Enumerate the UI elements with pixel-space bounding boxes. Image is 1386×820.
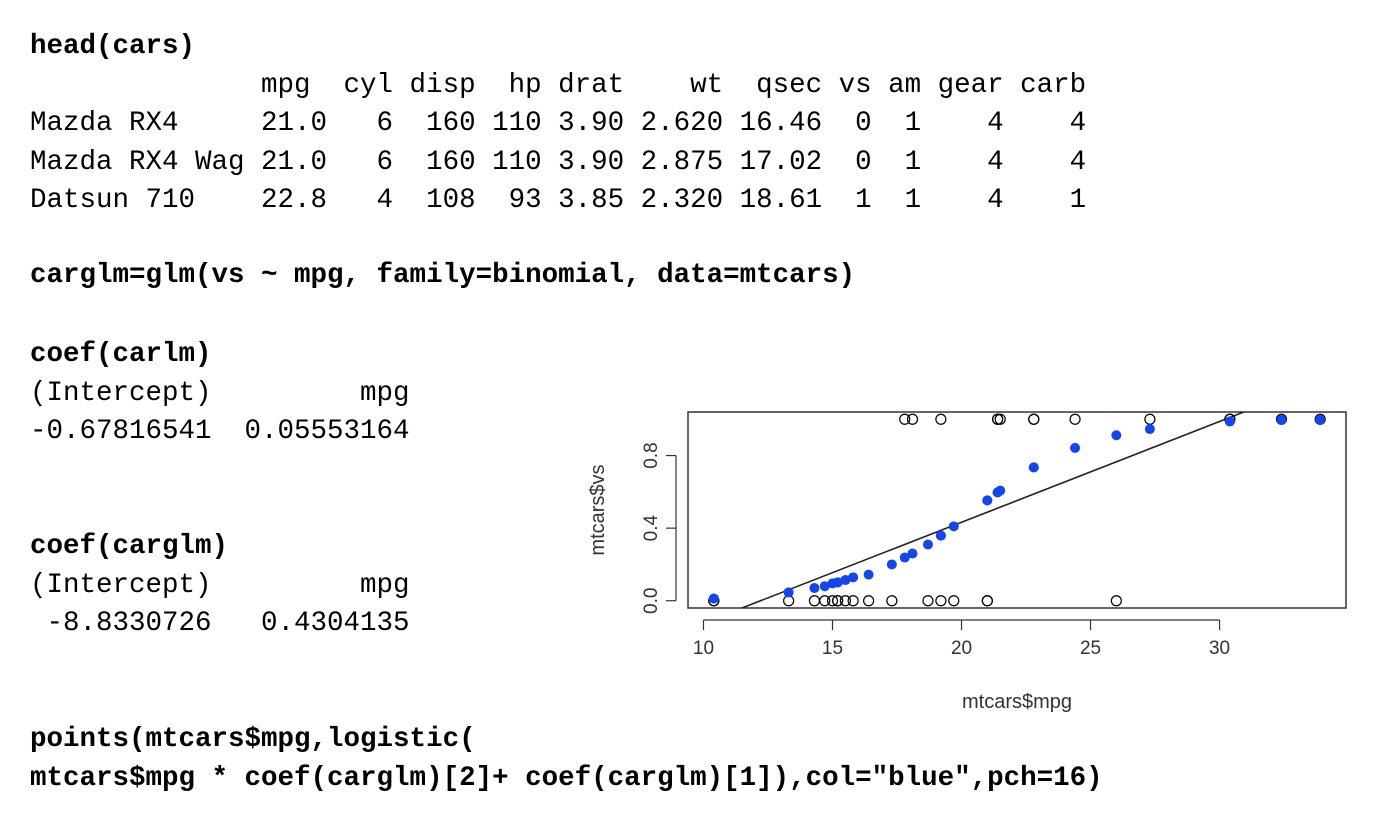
y-tick-label: 0.8 [641,442,662,468]
linear-fit-line [739,412,1247,608]
observed-point [847,595,859,607]
logistic-point [819,581,830,592]
points-command-line1: points(mtcars$mpg,logistic( [30,724,476,755]
head-command: head(cars) [30,31,196,62]
observed-point [899,413,911,425]
logistic-point [982,495,993,506]
observed-point [992,413,1004,425]
logistic-points [708,414,1326,604]
logistic-point [948,521,959,532]
coef-lm-command: coef(carlm) [30,339,212,370]
head-table-row: Datsun 710 22.8 4 108 93 3.85 2.320 18.6… [30,185,1087,216]
observed-point [948,595,960,607]
x-tick-label: 15 [822,638,843,659]
logistic-point [1028,462,1039,473]
coef-lm-values: -0.67816541 0.05553164 [30,416,410,447]
observed-point [981,595,993,607]
x-tick-label: 20 [951,638,972,659]
points-command-line2: mtcars$mpg * coef(carglm)[2]+ coef(cargl… [30,762,1103,794]
observed-point [1069,413,1081,425]
x-axis-label: mtcars$mpg [962,691,1072,713]
plot-frame [687,411,1347,609]
scatter-plot: 10 15 20 25 30 0.0 0.4 0.8 mtcars$mpg mtcars$v… [587,411,1347,713]
observed-point [935,413,947,425]
observed-point [886,595,898,607]
logistic-point [1144,424,1155,435]
x-tick-label: 30 [1209,638,1230,659]
logistic-point [840,575,851,586]
observed-point [935,595,947,607]
x-tick-label: 25 [1080,638,1101,659]
logistic-point [863,569,874,580]
logistic-point [935,530,946,541]
head-table-row: Mazda RX4 Wag 21.0 6 160 110 3.90 2.875 … [30,146,1087,178]
coef-glm-command: coef(carglm) [30,531,229,562]
observed-point [906,413,919,425]
observed-point [839,595,852,607]
observed-point [863,595,875,607]
observed-points [708,413,1326,607]
observed-point [808,595,821,607]
x-axis: 10 15 20 25 30 [693,619,1230,659]
y-axis: 0.0 0.4 0.8 [641,442,677,614]
y-tick-label: 0.4 [641,515,662,542]
logistic-point [827,578,838,589]
observed-point [1144,413,1156,425]
logistic-point [1276,414,1287,425]
logistic-point [907,548,918,559]
logistic-point [809,583,820,594]
y-axis-label: mtcars$vs [587,464,609,555]
logistic-point [1315,414,1326,425]
logistic-point [886,559,897,570]
observed-point [832,595,844,607]
logistic-point [1070,442,1081,453]
logistic-point [848,572,859,583]
observed-point [922,595,934,607]
observed-point [1028,413,1040,425]
head-table-row: Mazda RX4 21.0 6 160 110 3.90 2.620 16.4… [30,108,1087,139]
logistic-point [708,593,719,604]
y-tick-label: 0.0 [641,588,662,614]
coef-glm-header: (Intercept) mpg [30,569,410,601]
x-tick-label: 10 [693,638,714,659]
logistic-point [783,587,794,598]
observed-point [826,595,839,607]
logistic-point [922,539,933,550]
coef-lm-header: (Intercept) mpg [30,377,410,409]
observed-point [994,413,1006,425]
logistic-point [992,487,1003,498]
observed-point [1110,595,1122,607]
logistic-point [1224,416,1235,427]
logistic-point [899,552,910,563]
observed-point [819,595,831,607]
coef-glm-values: -8.8330726 0.4304135 [30,608,410,639]
glm-command: carglm=glm(vs ~ mpg, family=binomial, da… [30,260,856,291]
head-table-header: mpg cyl disp hp drat wt qsec vs am gear … [30,69,1087,101]
logistic-point [1111,430,1122,441]
